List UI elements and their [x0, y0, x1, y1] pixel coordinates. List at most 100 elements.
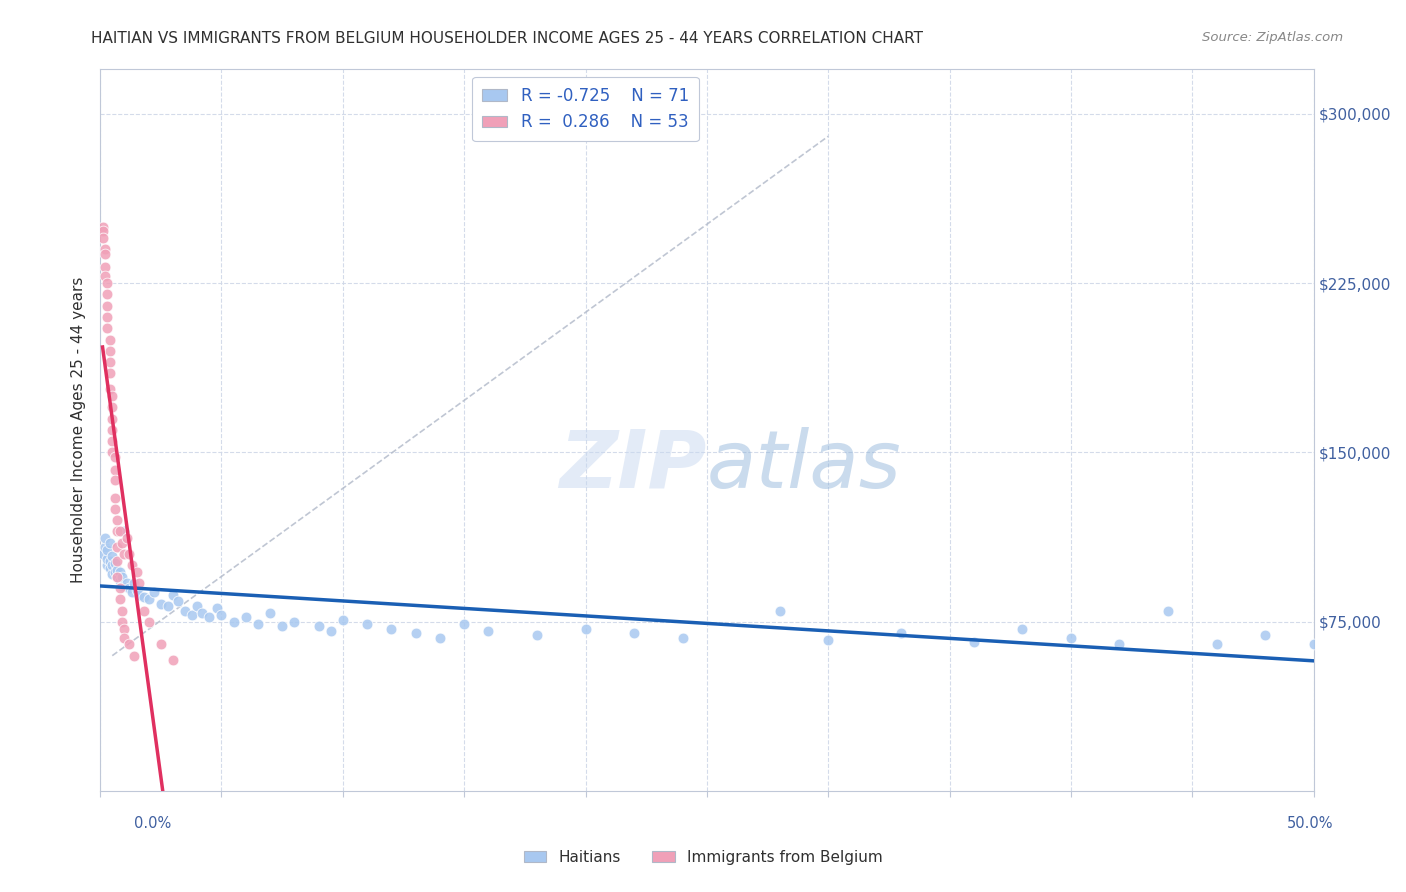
Point: [96, 321, 118, 335]
Point: [121, 558, 143, 573]
Point: [526, 628, 548, 642]
Point: [174, 603, 197, 617]
Point: [105, 569, 128, 583]
Point: [1205, 637, 1227, 651]
Point: [128, 576, 150, 591]
Point: [118, 581, 141, 595]
Point: [283, 615, 305, 629]
Point: [108, 592, 131, 607]
Point: [104, 501, 127, 516]
Point: [162, 588, 184, 602]
Point: [96, 276, 118, 290]
Legend: Haitians, Immigrants from Belgium: Haitians, Immigrants from Belgium: [517, 844, 889, 871]
Point: [91, 219, 114, 234]
Point: [132, 603, 155, 617]
Point: [235, 610, 257, 624]
Point: [115, 531, 138, 545]
Point: [94, 541, 117, 555]
Point: [125, 565, 148, 579]
Point: [149, 597, 172, 611]
Point: [96, 542, 118, 557]
Point: [222, 615, 245, 629]
Point: [817, 632, 839, 647]
Point: [98, 382, 121, 396]
Point: [101, 423, 124, 437]
Point: [111, 569, 134, 583]
Point: [91, 224, 114, 238]
Point: [94, 246, 117, 260]
Point: [186, 599, 208, 613]
Point: [101, 434, 124, 449]
Point: [574, 622, 596, 636]
Point: [211, 607, 233, 622]
Point: [115, 576, 138, 591]
Point: [98, 343, 121, 358]
Point: [105, 541, 128, 555]
Point: [112, 622, 135, 636]
Point: [112, 631, 135, 645]
Point: [98, 355, 121, 369]
Point: [111, 535, 134, 549]
Point: [308, 619, 330, 633]
Point: [259, 606, 281, 620]
Point: [198, 610, 221, 624]
Point: [205, 601, 228, 615]
Point: [623, 626, 645, 640]
Point: [191, 606, 214, 620]
Point: [104, 450, 127, 464]
Point: [380, 622, 402, 636]
Point: [111, 603, 134, 617]
Point: [128, 588, 150, 602]
Point: [111, 615, 134, 629]
Point: [121, 585, 143, 599]
Point: [101, 558, 124, 573]
Point: [142, 585, 165, 599]
Text: atlas: atlas: [707, 427, 901, 505]
Point: [101, 549, 124, 564]
Point: [166, 594, 188, 608]
Point: [98, 560, 121, 574]
Text: 50.0%: 50.0%: [1286, 816, 1333, 831]
Point: [94, 269, 117, 284]
Point: [104, 565, 127, 579]
Point: [108, 581, 131, 595]
Point: [96, 310, 118, 324]
Point: [118, 637, 141, 651]
Point: [356, 617, 378, 632]
Point: [112, 547, 135, 561]
Point: [91, 547, 114, 561]
Point: [429, 631, 451, 645]
Point: [108, 574, 131, 589]
Point: [96, 551, 118, 566]
Point: [405, 626, 427, 640]
Point: [890, 626, 912, 640]
Point: [96, 299, 118, 313]
Point: [98, 333, 121, 347]
Text: HAITIAN VS IMMIGRANTS FROM BELGIUM HOUSEHOLDER INCOME AGES 25 - 44 YEARS CORRELA: HAITIAN VS IMMIGRANTS FROM BELGIUM HOUSE…: [91, 31, 924, 46]
Point: [105, 524, 128, 539]
Point: [132, 590, 155, 604]
Legend: R = -0.725    N = 71, R =  0.286    N = 53: R = -0.725 N = 71, R = 0.286 N = 53: [472, 77, 699, 141]
Point: [101, 389, 124, 403]
Y-axis label: Householder Income Ages 25 - 44 years: Householder Income Ages 25 - 44 years: [72, 277, 86, 583]
Point: [477, 624, 499, 638]
Point: [1060, 631, 1083, 645]
Point: [105, 554, 128, 568]
Point: [138, 615, 160, 629]
Point: [271, 619, 294, 633]
Point: [101, 567, 124, 582]
Point: [332, 613, 354, 627]
Point: [104, 473, 127, 487]
Point: [108, 565, 131, 579]
Text: 0.0%: 0.0%: [134, 816, 170, 831]
Point: [111, 579, 134, 593]
Text: Source: ZipAtlas.com: Source: ZipAtlas.com: [1202, 31, 1343, 45]
Point: [104, 463, 127, 477]
Point: [98, 554, 121, 568]
Point: [101, 401, 124, 415]
Point: [105, 569, 128, 583]
Point: [1108, 637, 1130, 651]
Point: [149, 637, 172, 651]
Point: [1254, 628, 1277, 642]
Point: [105, 563, 128, 577]
